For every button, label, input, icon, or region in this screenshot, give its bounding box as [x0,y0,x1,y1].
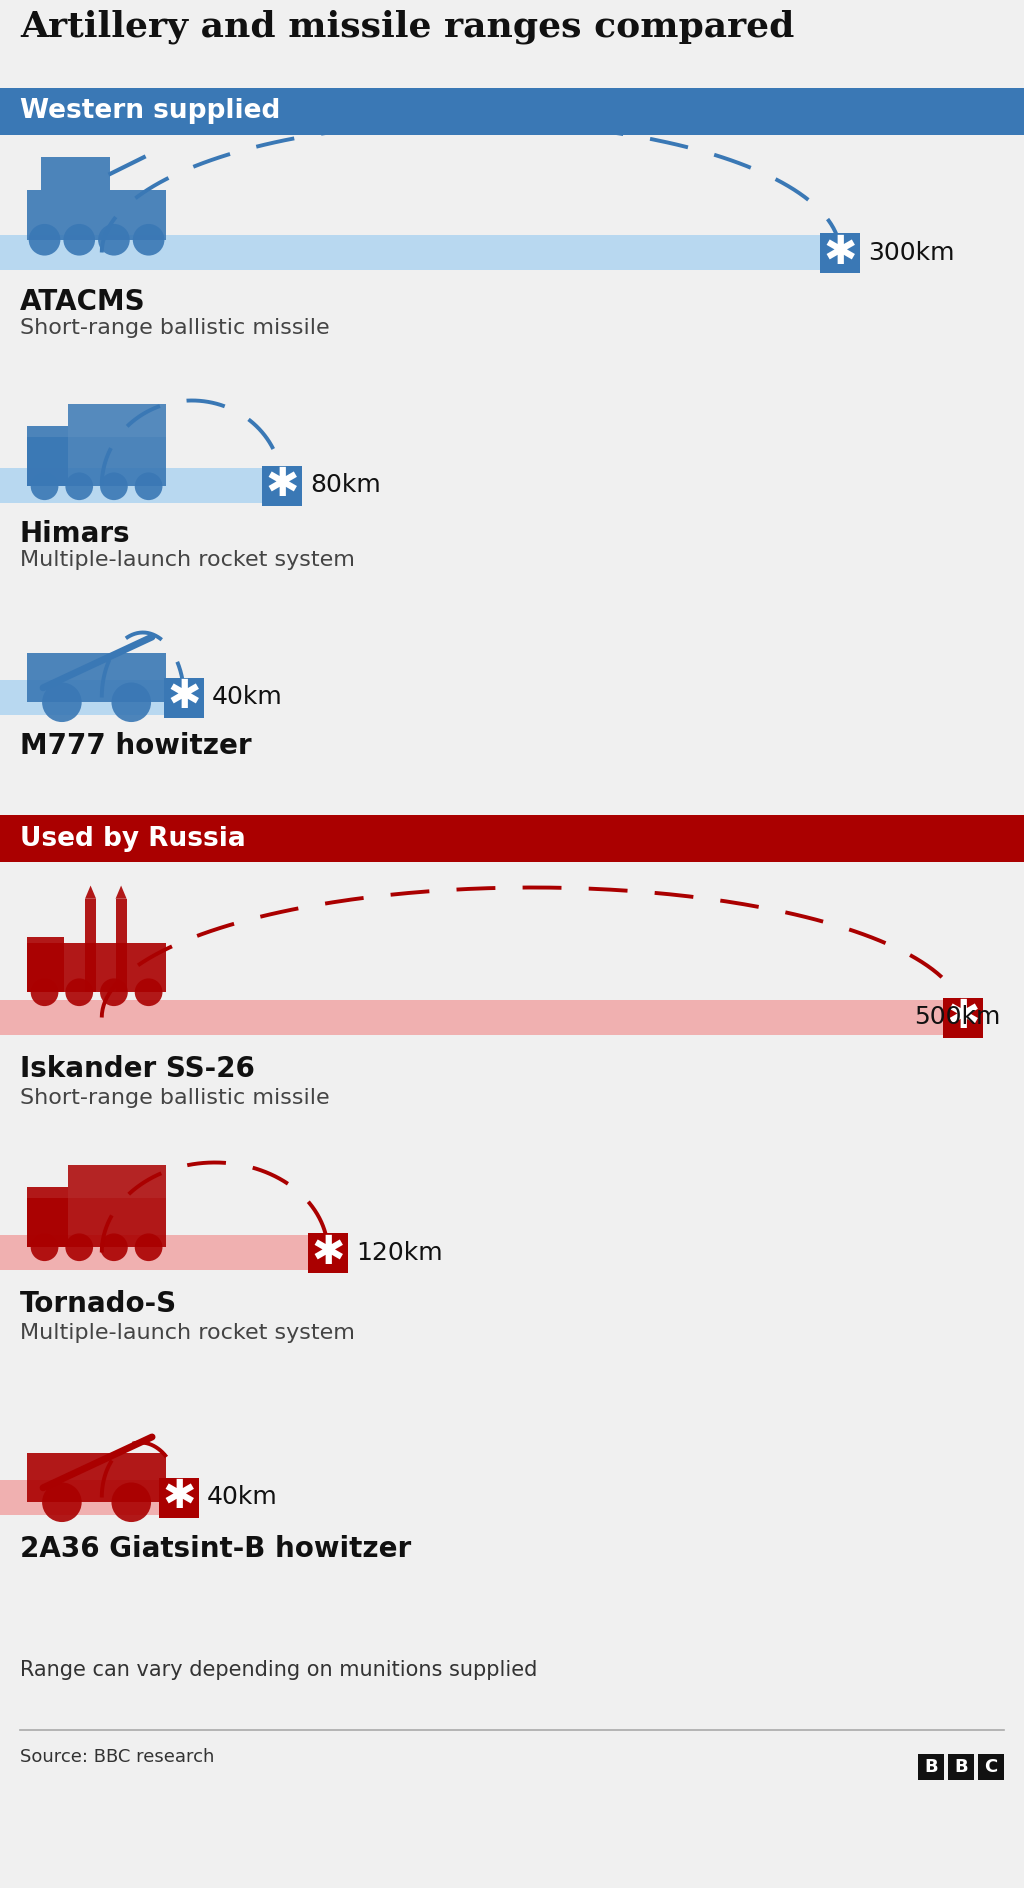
Bar [116,899,127,993]
Text: Short-range ballistic missile: Short-range ballistic missile [20,1087,330,1108]
Bar [68,404,166,436]
Circle shape [42,682,82,721]
Bar [28,191,166,240]
Text: C: C [984,1758,997,1777]
Circle shape [63,225,95,255]
Bar [0,1235,348,1271]
Text: ✱: ✱ [311,1233,345,1273]
Text: ✱: ✱ [167,678,201,717]
Bar [28,1197,166,1248]
Text: ✱: ✱ [265,466,299,506]
Bar [159,1478,199,1518]
Text: Artillery and missile ranges compared: Artillery and missile ranges compared [20,9,795,45]
Circle shape [98,225,130,255]
Bar [0,680,204,716]
Polygon shape [116,885,127,899]
Circle shape [29,225,60,255]
Text: ✱: ✱ [162,1478,196,1518]
Bar [918,1754,944,1780]
Circle shape [31,472,58,500]
Circle shape [42,1482,82,1522]
Text: Multiple-launch rocket system: Multiple-launch rocket system [20,1323,355,1342]
Bar [28,942,166,993]
Bar [28,1452,166,1503]
Circle shape [135,1233,163,1261]
Text: ✱: ✱ [946,997,980,1038]
Text: Tornado-S: Tornado-S [20,1290,177,1318]
Bar [0,1001,983,1035]
Text: Iskander SS-26: Iskander SS-26 [20,1055,255,1084]
Circle shape [135,472,163,500]
Text: B: B [954,1758,968,1777]
Bar [978,1754,1004,1780]
Text: Western supplied: Western supplied [20,98,281,125]
Circle shape [112,682,152,721]
Circle shape [66,1233,93,1261]
Circle shape [135,978,163,1006]
Circle shape [133,225,165,255]
Circle shape [31,1233,58,1261]
Circle shape [66,978,93,1006]
Bar [28,653,166,702]
Bar [68,1165,166,1197]
Text: 40km: 40km [207,1486,278,1510]
Text: 300km: 300km [868,240,954,264]
Text: B: B [925,1758,938,1777]
Bar [28,1188,68,1248]
Text: Used by Russia: Used by Russia [20,825,246,851]
Circle shape [31,978,58,1006]
Bar [820,232,860,272]
Bar [28,427,68,487]
Circle shape [100,472,128,500]
Text: Short-range ballistic missile: Short-range ballistic missile [20,317,330,338]
Bar [28,436,166,487]
Circle shape [100,1233,128,1261]
Bar [0,816,1024,863]
Text: Range can vary depending on munitions supplied: Range can vary depending on munitions su… [20,1660,538,1680]
Text: Himars: Himars [20,519,131,548]
Text: Multiple-launch rocket system: Multiple-launch rocket system [20,549,355,570]
Text: 2A36 Giatsint-B howitzer: 2A36 Giatsint-B howitzer [20,1535,412,1563]
Bar [41,157,111,191]
Text: M777 howitzer: M777 howitzer [20,733,252,761]
Text: 40km: 40km [212,685,283,710]
Circle shape [112,1482,152,1522]
Bar [28,936,65,993]
Text: 500km: 500km [914,1006,1000,1029]
Text: Source: BBC research: Source: BBC research [20,1748,214,1765]
Circle shape [66,472,93,500]
Bar [85,899,96,993]
Bar [0,468,302,502]
Bar [0,234,860,270]
Bar [943,997,983,1038]
Bar [262,466,302,506]
Circle shape [100,978,128,1006]
Polygon shape [85,885,96,899]
Bar [0,1480,199,1514]
Text: ✱: ✱ [823,232,857,272]
Text: ATACMS: ATACMS [20,289,145,315]
Bar [308,1233,348,1273]
Bar [948,1754,974,1780]
Bar [0,89,1024,136]
Bar [164,678,204,717]
Text: 80km: 80km [310,474,381,498]
Text: 120km: 120km [356,1240,442,1265]
